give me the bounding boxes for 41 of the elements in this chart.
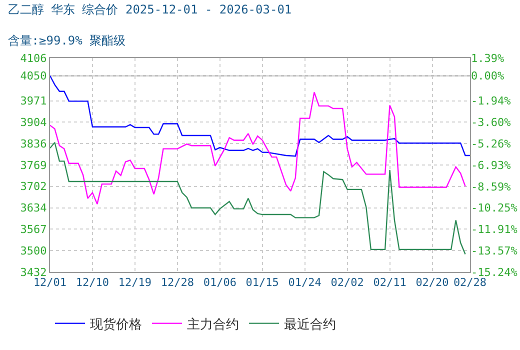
- y-tick-label: 4050: [20, 70, 47, 83]
- x-tick-label: 12/10: [76, 276, 110, 290]
- x-tick-label: 12/01: [33, 276, 67, 290]
- x-tick-label: 02/20: [416, 276, 449, 290]
- legend-label: 最近合约: [284, 317, 336, 332]
- y2-tick-label: -5.26%: [471, 137, 512, 150]
- y-tick-label: 3500: [20, 244, 47, 258]
- x-tick-label: 02/02: [330, 276, 364, 290]
- x-tick-label: 02/28: [453, 276, 487, 290]
- x-tick-label: 12/19: [118, 276, 152, 290]
- chart-subtitle: 含量:≥99.9% 聚酯级: [8, 33, 126, 48]
- x-tick-label: 01/24: [288, 276, 322, 290]
- legend-label: 现货价格: [90, 317, 142, 332]
- y2-tick-label: -1.94%: [471, 94, 512, 108]
- y2-tick-label: -3.60%: [471, 116, 512, 130]
- y2-tick-label: -11.91%: [471, 223, 518, 236]
- y-tick-label: 3702: [20, 180, 47, 194]
- line-series: [50, 75, 470, 157]
- y-tick-label: 3836: [20, 138, 47, 151]
- line-series: [50, 92, 466, 205]
- y2-tick-label: -10.25%: [471, 202, 518, 215]
- y-tick-label: 3971: [20, 94, 47, 108]
- y2-tick-label: 1.39%: [471, 52, 504, 65]
- x-tick-label: 01/15: [246, 276, 279, 290]
- y2-tick-label: 0.00%: [471, 70, 504, 83]
- y2-tick-label: -15.24%: [471, 266, 518, 279]
- y2-tick-label: -8.59%: [471, 180, 512, 194]
- y-tick-label: 4106: [20, 52, 47, 65]
- x-tick-label: 12/28: [160, 276, 194, 290]
- y-tick-label: 3769: [20, 158, 47, 172]
- y2-tick-label: -13.57%: [471, 244, 518, 258]
- y-tick-label: 3634: [20, 202, 48, 215]
- chart-title: 乙二醇 华东 综合价 2025-12-01 - 2026-03-01: [8, 2, 292, 17]
- x-tick-label: 02/11: [373, 276, 406, 290]
- x-tick-label: 01/06: [203, 276, 236, 290]
- legend-label: 主力合约: [187, 316, 239, 332]
- line-series: [50, 142, 466, 255]
- y-tick-label: 3904: [20, 116, 48, 129]
- y2-tick-label: -6.93%: [471, 158, 512, 172]
- y-tick-label: 3567: [20, 222, 47, 236]
- y-tick-label: 3432: [20, 266, 47, 279]
